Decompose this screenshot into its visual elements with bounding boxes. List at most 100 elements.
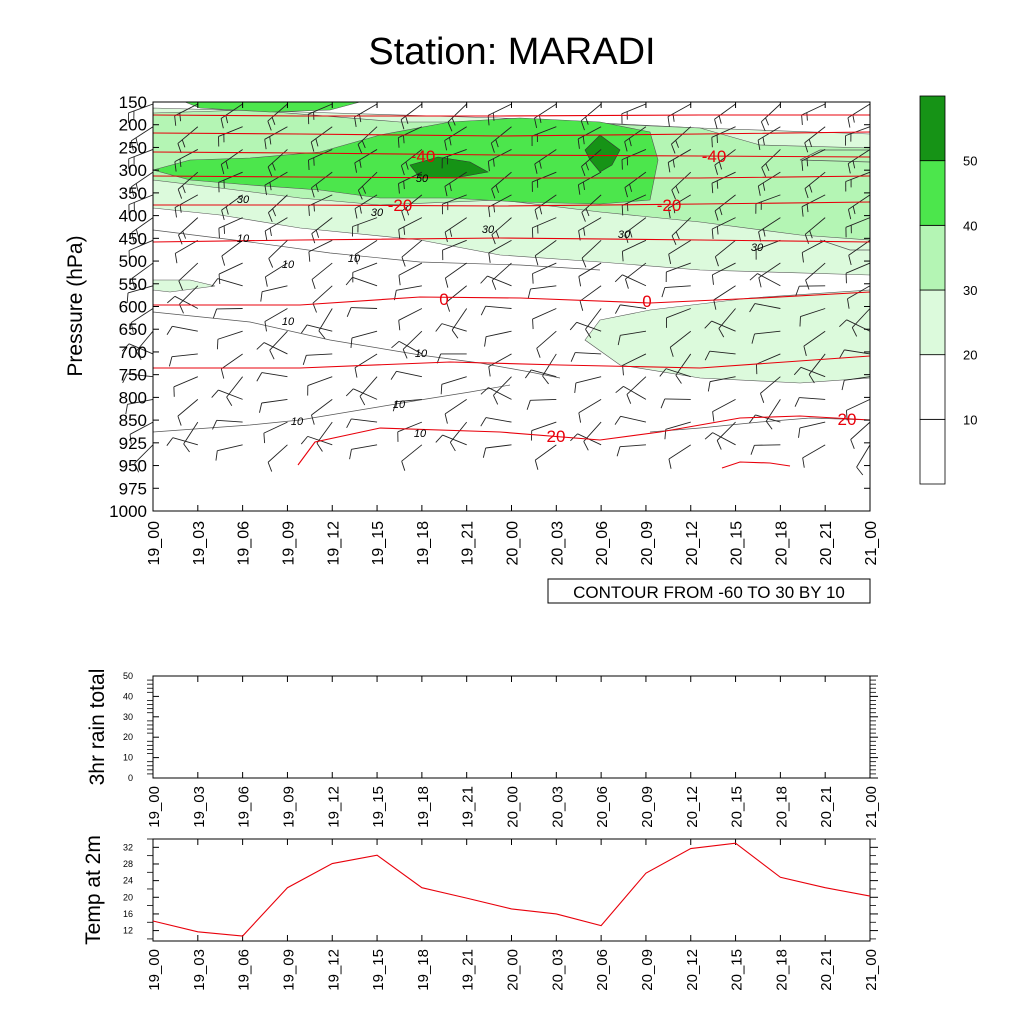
wind-barb	[755, 353, 781, 375]
wind-barb-shaft	[174, 103, 199, 117]
wind-barb-flag	[405, 116, 409, 125]
wind-barb	[527, 285, 557, 299]
wind-barb-shaft	[401, 194, 423, 212]
wind-barb-shaft	[398, 217, 423, 230]
wind-barb	[318, 308, 333, 339]
wind-barb-shaft	[308, 103, 333, 115]
pressure-tick-label: 200	[119, 116, 147, 135]
wind-barb-shaft	[395, 398, 422, 403]
wind-barb-flag	[402, 349, 408, 359]
wind-barb-shaft	[351, 418, 378, 423]
wind-barb-shaft	[267, 103, 288, 122]
wind-barb	[581, 194, 602, 222]
wind-barb	[711, 217, 736, 240]
time-tick-label: 20_03	[549, 949, 566, 991]
wind-barb-flag	[704, 320, 712, 329]
wind-barb	[177, 399, 199, 426]
wind-barb-flag	[668, 254, 672, 265]
wind-barb	[218, 171, 243, 193]
wind-barb	[808, 353, 826, 384]
wind-barb-shaft	[445, 262, 467, 279]
wind-barb-flag	[166, 437, 174, 446]
pressure-tick-label: 500	[119, 252, 147, 271]
wind-barb	[624, 171, 647, 198]
wind-barb-shaft	[577, 126, 602, 140]
wind-barb-flag	[403, 135, 405, 144]
wind-barb-flag	[749, 414, 756, 424]
wind-barb-shaft	[622, 239, 647, 252]
time-tick-label: 20_06	[594, 949, 611, 991]
wind-barb-flag	[398, 183, 400, 194]
wind-barb	[480, 417, 512, 427]
time-tick-label: 19_15	[370, 949, 387, 991]
wind-barb-flag	[719, 207, 723, 216]
wind-barb-shaft	[668, 444, 691, 460]
wind-barb-flag	[168, 356, 173, 367]
wind-barb	[704, 350, 736, 361]
wind-barb-flag	[808, 374, 815, 384]
wind-barb-flag	[765, 163, 770, 172]
wind-barb	[256, 342, 288, 355]
wind-barb-flag	[534, 163, 538, 174]
wind-barb-flag	[758, 231, 762, 242]
wind-barb-flag	[220, 164, 225, 175]
wind-barb-shaft	[177, 171, 199, 190]
wind-barb-flag	[211, 389, 219, 398]
wind-barb	[660, 398, 691, 409]
wind-barb-flag	[126, 292, 129, 303]
wind-barb-flag	[220, 368, 225, 379]
wind-barb-shaft	[354, 149, 378, 164]
wind-barb-flag	[580, 120, 585, 131]
wind-barb	[311, 217, 333, 244]
wind-barb-flag	[451, 117, 456, 126]
isotherm-label: -40	[702, 147, 727, 166]
pressure-tick-label: 650	[119, 320, 147, 339]
temperature-contours	[152, 114, 871, 469]
wind-barb	[480, 275, 512, 287]
isotherm-m10	[152, 237, 871, 243]
wind-barb-shaft	[671, 171, 692, 191]
wind-barb-flag	[269, 350, 275, 360]
wind-barb-flag	[707, 381, 711, 392]
wind-barb	[749, 303, 781, 313]
isotherm-m40	[152, 151, 871, 158]
wind-barb-shaft	[850, 421, 871, 440]
wind-barb	[801, 149, 826, 171]
wind-barb-flag	[806, 112, 808, 121]
pressure-tick-label: 700	[119, 343, 147, 362]
wind-barb-flag	[310, 141, 315, 152]
wind-barb	[178, 262, 199, 291]
wind-barb	[624, 217, 647, 243]
wind-barb	[267, 444, 288, 472]
isotach-right-lower	[819, 239, 870, 251]
wind-barb-shaft	[664, 285, 691, 289]
wind-barb	[581, 149, 602, 177]
isotherm-10	[153, 355, 871, 369]
wind-barb-shaft	[442, 149, 467, 159]
wind-barb-flag	[614, 274, 623, 283]
wind-barb-flag	[354, 208, 358, 219]
wind-barb-flag	[268, 258, 274, 268]
isotach-label: 10	[414, 428, 427, 440]
wind-barb-flag	[711, 183, 714, 194]
wind-barb-flag	[179, 204, 182, 213]
wind-barb	[442, 239, 467, 261]
wind-barb-shaft	[485, 417, 512, 423]
time-tick-label: 20_21	[818, 786, 835, 828]
wind-barb	[713, 285, 736, 310]
wind-barb-shaft	[352, 262, 378, 273]
wind-barb-shaft	[175, 239, 199, 254]
wind-barb-flag	[444, 277, 449, 288]
wind-barb-flag	[490, 142, 495, 153]
wind-barb-flag	[527, 288, 531, 299]
wind-barb-shaft	[623, 385, 647, 400]
contour-info-box	[547, 578, 871, 604]
wind-barb-flag	[345, 277, 353, 286]
pressure-tick-label: 975	[119, 479, 147, 498]
wind-barb-shaft	[221, 149, 243, 165]
wind-barb-flag	[400, 165, 405, 176]
wind-barb	[491, 171, 512, 199]
wind-barb	[480, 387, 512, 400]
isotherm-label: 0	[642, 292, 651, 311]
wind-barb	[352, 217, 378, 237]
